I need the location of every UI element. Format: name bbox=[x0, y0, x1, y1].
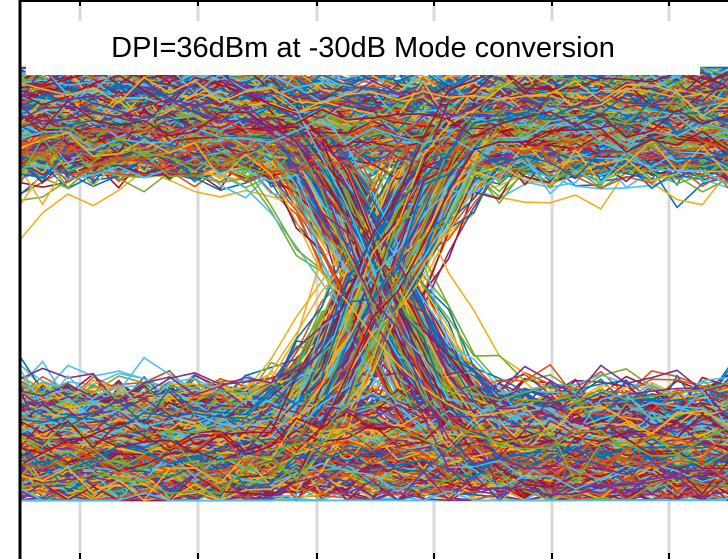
eye-trace bbox=[20, 97, 728, 471]
eye-trace bbox=[20, 140, 728, 192]
eye-trace bbox=[20, 427, 728, 467]
eye-trace bbox=[20, 128, 728, 495]
chart-title: DPI=36dBm at -30dB Mode conversion bbox=[26, 21, 700, 75]
eye-trace bbox=[20, 142, 728, 472]
eye-trace bbox=[20, 381, 728, 417]
eye-trace bbox=[20, 75, 728, 498]
eye-trace bbox=[20, 109, 728, 150]
eye-trace bbox=[20, 127, 728, 175]
eye-trace bbox=[20, 136, 728, 484]
eye-trace bbox=[20, 444, 728, 489]
eye-trace bbox=[20, 66, 728, 119]
eye-trace bbox=[20, 131, 728, 435]
eye-trace bbox=[20, 136, 728, 430]
eye-trace bbox=[20, 111, 728, 155]
eye-trace bbox=[20, 354, 728, 403]
eye-trace bbox=[20, 82, 728, 459]
eye-trace bbox=[20, 356, 728, 412]
eye-trace bbox=[20, 94, 728, 402]
axes-frame bbox=[18, 0, 728, 559]
eye-trace bbox=[20, 119, 728, 481]
eye-trace bbox=[20, 98, 728, 478]
eye-trace bbox=[20, 364, 728, 407]
eye-trace bbox=[20, 72, 728, 502]
eye-trace bbox=[20, 464, 728, 502]
eye-trace bbox=[20, 99, 728, 139]
eye-trace bbox=[20, 384, 728, 422]
eye-trace bbox=[20, 99, 728, 480]
eye-trace bbox=[20, 74, 728, 470]
eye-trace bbox=[20, 66, 728, 105]
eye-trace bbox=[20, 155, 728, 205]
eye-trace bbox=[20, 126, 728, 179]
eye-trace bbox=[20, 415, 728, 456]
eye-trace bbox=[20, 99, 728, 137]
eye-trace bbox=[20, 76, 728, 117]
eye-trace bbox=[20, 92, 728, 447]
eye-trace bbox=[20, 66, 728, 111]
eye-trace bbox=[20, 487, 728, 502]
eye-trace bbox=[20, 100, 728, 502]
eye-trace bbox=[20, 116, 728, 168]
eye-trace bbox=[20, 158, 728, 444]
eye-trace bbox=[20, 77, 728, 492]
eye-trace bbox=[20, 119, 728, 434]
eye-trace bbox=[20, 409, 728, 443]
eye-trace bbox=[20, 68, 728, 496]
eye-trace bbox=[20, 93, 728, 428]
eye-trace bbox=[20, 139, 728, 439]
eye-trace bbox=[20, 80, 728, 490]
eye-trace bbox=[20, 410, 728, 453]
eye-trace bbox=[20, 117, 728, 435]
eye-trace bbox=[20, 95, 728, 480]
eye-traces bbox=[20, 66, 728, 502]
eye-trace bbox=[20, 131, 728, 166]
eye-trace bbox=[20, 405, 728, 444]
eye-trace bbox=[20, 127, 728, 456]
eye-trace bbox=[20, 98, 728, 499]
eye-trace bbox=[20, 119, 728, 479]
eye-trace bbox=[20, 417, 728, 455]
eye-trace bbox=[20, 397, 728, 434]
eye-trace bbox=[20, 421, 728, 471]
eye-trace bbox=[20, 438, 728, 484]
eye-trace bbox=[20, 108, 728, 434]
eye-trace bbox=[20, 415, 728, 456]
